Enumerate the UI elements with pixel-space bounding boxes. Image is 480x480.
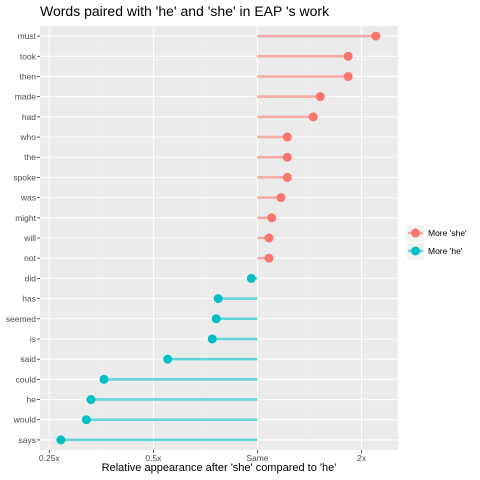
point-would (81, 415, 91, 425)
y-tick-label-made: made (15, 92, 37, 102)
point-says (56, 435, 66, 445)
y-tick-label-who: who (19, 132, 36, 142)
y-tick-label-was: was (20, 193, 36, 203)
point-is (207, 334, 217, 344)
legend-key-point (411, 228, 420, 238)
point-the (282, 152, 292, 162)
point-did (246, 273, 256, 283)
y-tick-label-must: must (18, 31, 37, 41)
point-he (86, 395, 96, 405)
point-not (264, 253, 274, 263)
x-axis-ticks: 0.25x 0.5x Same 2x (39, 450, 367, 463)
point-seemed (211, 314, 221, 324)
x-tick-label: 2x (357, 453, 367, 463)
y-tick-label-not: not (24, 253, 36, 263)
point-could (99, 374, 109, 384)
y-tick-label-will: will (23, 233, 36, 243)
point-was (276, 193, 286, 203)
y-tick-label-the: the (24, 152, 36, 162)
y-tick-label-had: had (22, 112, 36, 122)
y-tick-label-would: would (13, 415, 36, 425)
y-tick-label-is: is (30, 334, 36, 344)
point-made (315, 92, 325, 102)
y-axis-ticks: must took then made had who the spoke was might wi… (6, 31, 40, 445)
x-tick-label: Same (246, 453, 268, 463)
legend-key-point (411, 246, 420, 256)
y-tick-label-then: then (19, 71, 36, 81)
x-axis-title: Relative appearance after 'she' compared… (102, 462, 337, 474)
x-tick-label: 0.5x (145, 453, 162, 463)
y-tick-label-says: says (19, 435, 36, 445)
y-tick-label-could: could (16, 374, 37, 384)
y-tick-label-seemed: seemed (6, 314, 37, 324)
y-tick-label-said: said (20, 354, 36, 364)
legend: More 'she' More 'he' (407, 225, 467, 260)
point-who (282, 132, 292, 142)
y-tick-label-did: did (25, 273, 37, 283)
legend-label: More 'he' (428, 246, 463, 256)
point-has (213, 294, 223, 304)
chart-title: Words paired with 'he' and 'she' in EAP … (40, 3, 330, 19)
x-tick-label: 0.25x (39, 453, 61, 463)
y-tick-label-might: might (15, 213, 36, 223)
point-said (163, 354, 173, 364)
y-tick-label-has: has (22, 294, 36, 304)
point-must (371, 31, 381, 41)
point-then (343, 71, 353, 81)
point-spoke (282, 172, 292, 182)
y-tick-label-he: he (27, 395, 37, 405)
point-took (343, 51, 353, 61)
y-tick-label-took: took (20, 51, 37, 61)
legend-label: More 'she' (428, 228, 467, 238)
data-marks (56, 31, 381, 445)
y-tick-label-spoke: spoke (13, 172, 36, 182)
point-will (264, 233, 274, 243)
point-had (308, 112, 318, 122)
point-might (267, 213, 277, 223)
